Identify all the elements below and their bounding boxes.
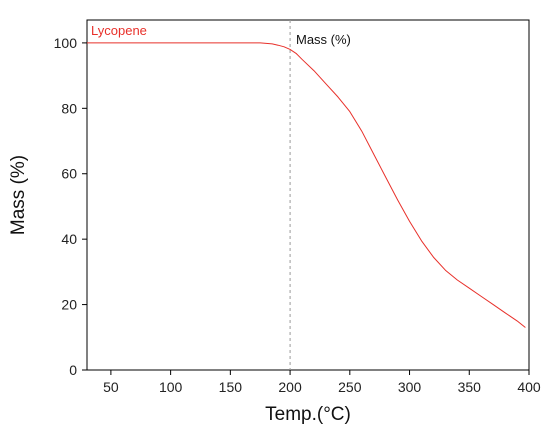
y-tick-label-20: 20	[61, 297, 77, 313]
annotation-mass: Mass (%)	[296, 32, 351, 47]
x-tick-label-400: 400	[517, 379, 541, 395]
x-tick-label-150: 150	[219, 379, 243, 395]
x-tick-label-300: 300	[398, 379, 422, 395]
y-tick-label-100: 100	[54, 35, 78, 51]
series-label-lycopene: Lycopene	[91, 23, 147, 38]
x-tick-label-250: 250	[338, 379, 362, 395]
x-tick-label-50: 50	[103, 379, 119, 395]
axis-ticks: 50 100 150 200 250 300 350 400 0 20 40 60 80 100	[54, 35, 541, 395]
x-tick-label-100: 100	[159, 379, 183, 395]
series-layer	[87, 42, 526, 328]
y-tick-label-0: 0	[69, 362, 77, 378]
x-axis-title: Temp.(°C)	[265, 404, 351, 425]
y-axis-title: Mass (%)	[8, 155, 29, 235]
x-tick-label-200: 200	[278, 379, 302, 395]
y-tick-label-40: 40	[61, 231, 77, 247]
series-line-0	[87, 42, 526, 328]
y-tick-label-60: 60	[61, 166, 77, 182]
y-tick-label-80: 80	[61, 100, 77, 116]
x-tick-label-350: 350	[458, 379, 482, 395]
plot-frame	[86, 19, 530, 371]
